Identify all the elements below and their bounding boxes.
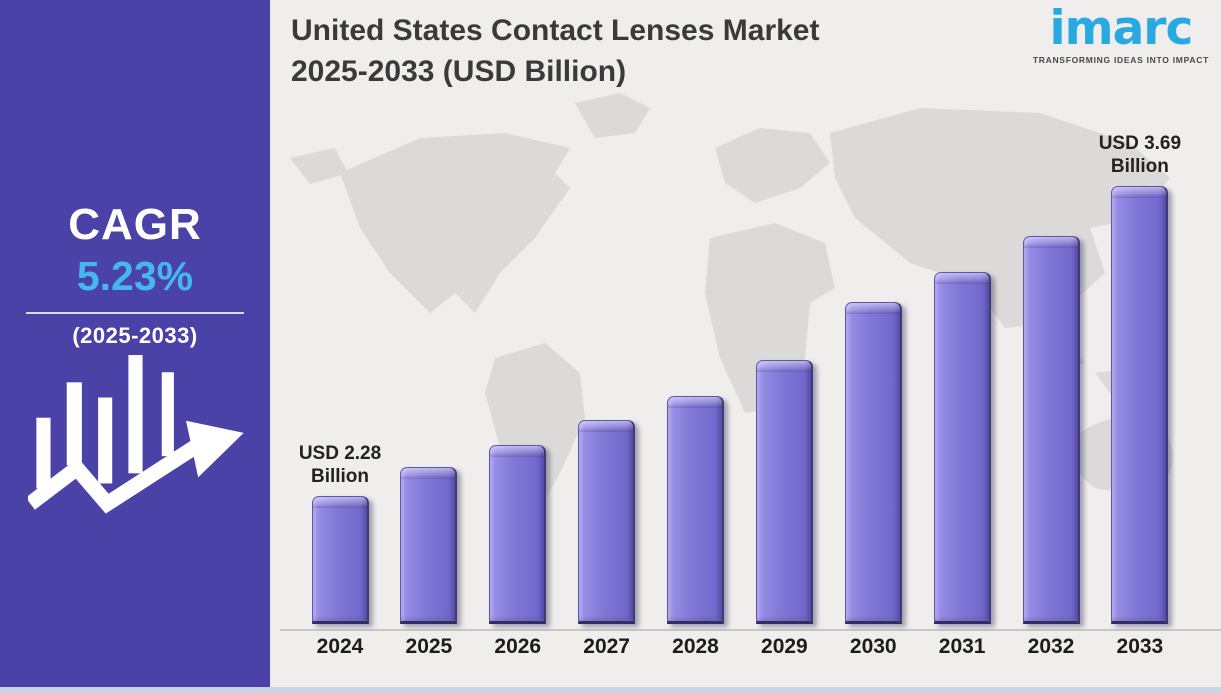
bar-value-label-2024: USD 2.28 Billion (298, 443, 382, 487)
cagr-period: (2025-2033) (72, 323, 198, 348)
bar-column-2033: USD 3.69 Billion 2033 (1099, 133, 1181, 658)
imarc-logo-text: imarc (1049, 1, 1193, 56)
chart-title: United States Contact Lenses Market 2025… (291, 10, 819, 92)
bar-column-2029: 2029 (744, 360, 824, 658)
bar-chart-growth-icon (25, 352, 246, 534)
bar-chart: USD 2.28 Billion 2024 2025 2026 2027 2028 2029 2… (299, 133, 1181, 658)
bottom-accent-strip (0, 687, 1221, 693)
chart-baseline (280, 629, 1221, 631)
year-label-2032: 2032 (1027, 635, 1075, 658)
bar-2025 (400, 467, 458, 624)
imarc-logo-tagline: TRANSFORMING IDEAS INTO IMPACT (1032, 55, 1209, 65)
year-label-2030: 2030 (849, 635, 897, 658)
bar-2024 (311, 496, 369, 624)
chart-title-line2: 2025-2033 (USD Billion) (291, 55, 627, 88)
bar-column-2031: 2031 (922, 272, 1002, 658)
bar-column-2025: 2025 (389, 467, 469, 658)
bar-2027 (578, 420, 636, 624)
bar-2030 (844, 302, 902, 624)
chart-title-line1: United States Contact Lenses Market (291, 14, 820, 47)
bar-column-2028: 2028 (656, 396, 736, 658)
bar-2026 (489, 445, 547, 624)
cagr-block: CAGR 5.23% (2025-2033) (0, 200, 270, 349)
cagr-divider (26, 312, 244, 314)
cagr-value: 5.23% (76, 253, 194, 299)
cagr-label: CAGR (68, 200, 202, 249)
bar-value-label-2033: USD 3.69 Billion (1098, 133, 1182, 177)
year-label-2027: 2027 (583, 635, 630, 658)
bar-2029 (755, 360, 813, 624)
bar-2032 (1022, 236, 1080, 624)
year-label-2031: 2031 (938, 635, 986, 658)
bar-column-2032: 2032 (1011, 236, 1091, 658)
bar-column-2027: 2027 (567, 420, 647, 658)
chart-area: United States Contact Lenses Market 2025… (270, 0, 1221, 687)
imarc-logo: imarc TRANSFORMING IDEAS INTO IMPACT (1032, 1, 1209, 66)
bar-2031 (933, 272, 991, 624)
year-label-2024: 2024 (316, 635, 364, 658)
bar-column-2030: 2030 (833, 302, 913, 658)
year-label-2028: 2028 (672, 635, 719, 658)
bar-column-2024: USD 2.28 Billion 2024 (299, 443, 381, 658)
bar-2028 (667, 396, 724, 624)
year-label-2033: 2033 (1116, 635, 1164, 658)
bar-column-2026: 2026 (478, 445, 558, 658)
year-label-2025: 2025 (405, 635, 453, 658)
year-label-2029: 2029 (761, 635, 808, 658)
bar-2033 (1111, 186, 1169, 624)
year-label-2026: 2026 (494, 635, 542, 658)
sidebar: CAGR 5.23% (2025-2033) (0, 0, 270, 687)
